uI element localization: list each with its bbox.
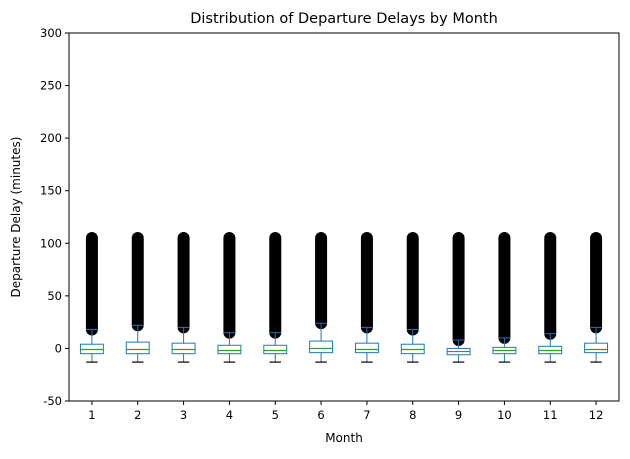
iqr-box — [217, 344, 242, 355]
axes-frame — [68, 32, 620, 402]
iqr-box — [354, 342, 379, 354]
x-tick-label: 3 — [180, 408, 187, 422]
iqr-box — [171, 342, 196, 355]
x-tick-label: 12 — [589, 408, 604, 422]
x-tick-label: 4 — [226, 408, 233, 422]
chart-title: Distribution of Departure Delays by Mont… — [190, 11, 498, 27]
y-tick-label: 250 — [40, 79, 62, 93]
iqr-box — [584, 342, 609, 354]
x-tick-label: 2 — [134, 408, 141, 422]
x-tick-label: 11 — [543, 408, 558, 422]
x-tick-label: 9 — [455, 408, 462, 422]
x-tick-label: 7 — [363, 408, 370, 422]
y-tick-label: -50 — [43, 394, 62, 408]
y-tick-label: 300 — [40, 26, 62, 40]
y-tick-label: 200 — [40, 131, 62, 145]
x-tick-label: 10 — [497, 408, 512, 422]
iqr-box — [263, 344, 288, 355]
x-axis-label: Month — [325, 431, 363, 445]
y-tick-label: 0 — [55, 341, 62, 355]
y-axis-label: Departure Delay (minutes) — [9, 137, 23, 298]
y-tick-label: 50 — [47, 289, 62, 303]
x-tick-label: 5 — [272, 408, 279, 422]
y-tick-label: 100 — [40, 236, 62, 250]
x-tick-label: 6 — [317, 408, 324, 422]
iqr-box — [125, 341, 150, 355]
iqr-box — [309, 340, 334, 354]
x-tick-label: 1 — [88, 408, 95, 422]
x-tick-label: 8 — [409, 408, 416, 422]
y-tick-label: 150 — [40, 184, 62, 198]
